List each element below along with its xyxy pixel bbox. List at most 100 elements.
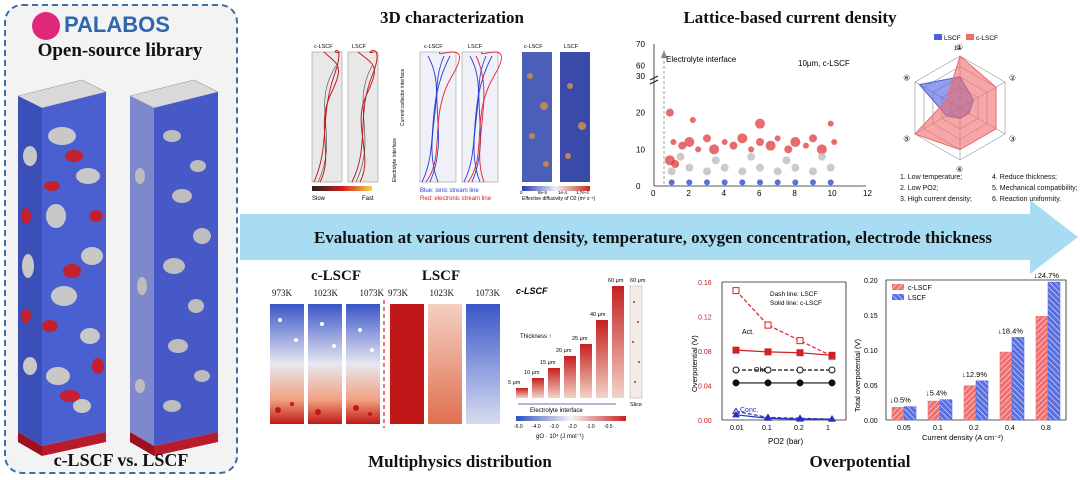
op-xtick: 1 — [826, 425, 830, 432]
bar-c-lscf — [1035, 316, 1049, 421]
lattice-point-red — [671, 160, 680, 168]
op-series-line — [735, 414, 832, 420]
radar-note-2: 2. Low PO2; — [900, 185, 939, 192]
palabos-logo-icon — [32, 12, 60, 40]
lattice-xtick: 10 — [828, 189, 837, 198]
char-label-1: c-LSCF — [314, 44, 333, 50]
bar-ytick: 0.00 — [864, 418, 878, 425]
lattice-point-gray — [720, 163, 729, 172]
lattice-point-gray — [703, 167, 711, 176]
op-ytick: 0.08 — [698, 349, 712, 356]
thickness-arrow-label: Thickness ↑ — [520, 334, 552, 340]
thick-40: 40 μm — [590, 312, 606, 318]
op-legend-dash: Dash line: LSCF — [770, 291, 817, 298]
lattice-point-red — [729, 141, 738, 150]
bar-legend-lscf: LSCF — [908, 295, 926, 302]
bar-c-lscf — [891, 407, 905, 421]
char-label-3: c-LSCF — [424, 44, 443, 50]
lattice-point-gray — [667, 167, 676, 176]
lattice-point-gray — [738, 167, 747, 176]
lattice-point-blue — [704, 179, 710, 186]
lattice-point-red — [678, 141, 687, 150]
lattice-point-gray — [747, 152, 756, 161]
lattice-point-gray — [773, 167, 782, 176]
total-overpotential-bar-chart: c-LSCF LSCF 0.00 0.05 0.10 0.15 0.20 0.05 0.1 0… — [853, 272, 1067, 442]
op-ylabel: Overpotential (V) — [690, 335, 699, 392]
op-ann-conc: Conc. — [740, 407, 758, 414]
lattice-point-red — [816, 144, 827, 155]
top-60-label: 60 μm — [630, 278, 646, 284]
axis-tick-4: -2.0 — [568, 424, 577, 430]
lattice-point-red — [748, 146, 755, 153]
op-marker — [828, 351, 836, 359]
lattice-point-gray — [756, 163, 764, 172]
lattice-xtick: 8 — [792, 189, 797, 198]
op-marker — [732, 366, 740, 374]
lattice-point-blue — [739, 179, 746, 186]
lattice-point-red — [689, 117, 696, 123]
lattice-xtick: 6 — [757, 189, 762, 198]
char-label-4: LSCF — [468, 44, 483, 50]
c-lscf-temps: 973K 1023K 1073K — [272, 288, 384, 298]
lattice-ytick: 20 — [636, 109, 645, 118]
bar-c-lscf — [999, 351, 1013, 421]
thick-5: 5 μm — [508, 380, 521, 386]
temp-c-973: 973K — [272, 288, 292, 298]
lattice-point-red — [670, 139, 677, 145]
lattice-point-red — [665, 108, 674, 117]
side-label-electrolyte: Electrolyte interface — [392, 138, 398, 182]
lattice-xtick: 0 — [651, 189, 656, 198]
op-series-line — [735, 349, 833, 356]
bar-annotation: ↓0.5% — [890, 396, 911, 405]
lattice-annotation: Electrolyte interface — [666, 55, 737, 64]
bar-lscf — [1011, 337, 1025, 421]
op-marker — [732, 346, 740, 354]
axis-tick-5: -1.0 — [586, 424, 595, 430]
temp-c-1023: 1023K — [313, 288, 339, 298]
op-marker — [732, 287, 740, 295]
lattice-point-red — [809, 134, 817, 143]
lattice-point-blue — [721, 179, 728, 186]
palabos-logo-text: PALABOS — [64, 12, 170, 37]
op-xlabel: PO2 (bar) — [768, 437, 803, 446]
radar-axis-label: ⑤ — [903, 135, 910, 144]
lattice-point-gray — [782, 156, 791, 165]
lattice-point-gray — [711, 156, 720, 165]
lattice-point-blue — [668, 179, 675, 186]
red-legend: Red: electronic stream line — [420, 196, 492, 202]
palabos-panel: PALABOS Open-source library — [4, 4, 238, 474]
thick-15: 15 μm — [540, 360, 556, 366]
op-legend-solid: Solid line: c-LSCF — [770, 300, 822, 307]
lattice-point-blue — [827, 179, 834, 186]
radar-axis-label: ② — [1009, 74, 1016, 83]
axis-break-mark — [649, 79, 659, 85]
lattice-point-gray — [809, 167, 817, 176]
thick-10: 10 μm — [524, 370, 540, 376]
lattice-point-blue — [686, 179, 693, 186]
temp-l-973: 973K — [388, 288, 408, 298]
radar-note-3: 3. High current density; — [900, 196, 972, 203]
axis-tick-2: -4.0 — [532, 424, 541, 430]
lattice-point-red — [827, 120, 834, 127]
radar-chart: LSCF c-LSCF 10 ① ② ③ ④ ⑤ ⑥ — [903, 34, 1016, 174]
bar-annotation: ↓5.4% — [926, 389, 947, 398]
lattice-xtick: 2 — [686, 189, 691, 198]
slice-label: Slice — [630, 402, 642, 408]
electrode-3d-render — [17, 79, 219, 456]
thickness-axis-label: gO · 10⁴ (J mol⁻¹) — [536, 433, 584, 440]
bar-annotation: ↓12.9% — [962, 370, 987, 379]
op-marker — [764, 321, 772, 329]
bar-legend-clscf: c-LSCF — [908, 285, 932, 292]
op-marker — [732, 379, 740, 387]
radar-axis-label: ① — [956, 43, 963, 52]
op-marker — [796, 415, 804, 422]
lattice-point-gray — [685, 163, 694, 172]
lattice-point-red — [684, 137, 695, 147]
radar-notes: 1. Low temperature; 4. Reduce thickness; … — [900, 172, 1078, 205]
char-label-2: LSCF — [352, 44, 367, 50]
bar-lscf — [975, 380, 989, 421]
bar-lscf — [939, 399, 953, 421]
characterization-figure: Slow Fast Blue: ionic stream line Red: e… — [311, 44, 596, 202]
radar-legend-lscf: LSCF — [944, 35, 961, 42]
radar-series-c-lscf — [914, 55, 997, 151]
